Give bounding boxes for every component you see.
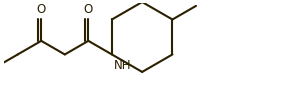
Text: O: O [37,3,46,16]
Text: NH: NH [114,59,131,72]
Text: O: O [84,3,93,16]
